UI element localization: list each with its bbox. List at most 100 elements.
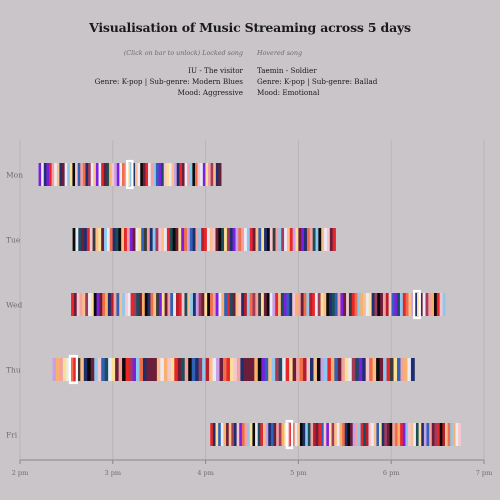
- song-bar[interactable]: [284, 228, 288, 251]
- song-bar[interactable]: [177, 358, 182, 381]
- song-bar[interactable]: [385, 293, 390, 316]
- song-bar[interactable]: [320, 358, 325, 381]
- song-bar[interactable]: [280, 293, 285, 316]
- song-bar[interactable]: [452, 423, 456, 446]
- song-bar[interactable]: [118, 228, 122, 251]
- song-bar[interactable]: [439, 423, 443, 446]
- song-bar[interactable]: [250, 358, 255, 381]
- song-bar[interactable]: [139, 358, 144, 381]
- song-bar[interactable]: [269, 228, 274, 251]
- song-bar[interactable]: [209, 293, 214, 316]
- song-bar[interactable]: [252, 293, 256, 316]
- song-bar[interactable]: [102, 293, 106, 316]
- song-bar[interactable]: [402, 423, 406, 446]
- song-bar[interactable]: [125, 358, 130, 381]
- song-bar[interactable]: [377, 293, 381, 316]
- song-bar[interactable]: [150, 163, 154, 186]
- song-bar[interactable]: [149, 358, 154, 381]
- song-bar[interactable]: [85, 163, 89, 186]
- song-bar[interactable]: [132, 358, 137, 381]
- song-bar[interactable]: [187, 293, 191, 316]
- song-bar[interactable]: [380, 293, 384, 316]
- song-bar[interactable]: [116, 163, 120, 186]
- song-bar[interactable]: [215, 163, 219, 186]
- song-bar[interactable]: [149, 228, 154, 251]
- song-bar[interactable]: [226, 423, 230, 446]
- song-bar[interactable]: [221, 228, 225, 251]
- song-bar[interactable]: [265, 423, 269, 446]
- song-bar[interactable]: [310, 423, 314, 446]
- song-bar[interactable]: [88, 163, 92, 186]
- song-bar[interactable]: [442, 293, 446, 316]
- song-bar[interactable]: [218, 293, 222, 316]
- song-bar[interactable]: [236, 358, 241, 381]
- song-bar[interactable]: [205, 358, 210, 381]
- song-bar[interactable]: [275, 293, 279, 316]
- song-bar[interactable]: [212, 228, 216, 251]
- song-bar[interactable]: [266, 228, 271, 251]
- song-bar[interactable]: [213, 163, 217, 186]
- song-bar[interactable]: [447, 423, 451, 446]
- song-bar[interactable]: [278, 293, 282, 316]
- song-bar[interactable]: [323, 293, 327, 316]
- song-bar[interactable]: [167, 358, 172, 381]
- song-bar[interactable]: [410, 423, 414, 446]
- song-bar[interactable]: [111, 163, 115, 186]
- song-bar[interactable]: [336, 423, 340, 446]
- song-bar[interactable]: [189, 163, 193, 186]
- song-bar[interactable]: [142, 358, 147, 381]
- song-bar[interactable]: [268, 423, 272, 446]
- song-bar[interactable]: [289, 423, 293, 446]
- song-bar[interactable]: [390, 358, 394, 381]
- song-bar[interactable]: [326, 423, 330, 446]
- song-bar[interactable]: [300, 293, 304, 316]
- song-bar[interactable]: [397, 423, 401, 446]
- song-bar[interactable]: [192, 228, 196, 251]
- song-bar[interactable]: [402, 293, 407, 316]
- song-bar[interactable]: [252, 228, 256, 251]
- song-bar[interactable]: [135, 228, 139, 251]
- song-bar[interactable]: [158, 293, 163, 316]
- song-bar[interactable]: [201, 228, 205, 251]
- song-bar[interactable]: [236, 423, 240, 446]
- song-bar[interactable]: [306, 228, 311, 251]
- song-bar[interactable]: [241, 228, 245, 251]
- song-bar[interactable]: [351, 293, 355, 316]
- song-bar[interactable]: [272, 228, 276, 251]
- song-bar[interactable]: [156, 293, 160, 316]
- song-bar[interactable]: [202, 163, 206, 186]
- song-bar[interactable]: [215, 293, 219, 316]
- song-bar[interactable]: [161, 163, 165, 186]
- song-bar[interactable]: [309, 293, 313, 316]
- song-bar[interactable]: [238, 228, 242, 251]
- song-bar[interactable]: [87, 358, 92, 381]
- song-bar[interactable]: [111, 358, 116, 381]
- song-bar[interactable]: [348, 293, 353, 316]
- song-bar[interactable]: [174, 358, 179, 381]
- song-bar[interactable]: [101, 163, 105, 186]
- song-bar[interactable]: [86, 228, 91, 251]
- song-bar[interactable]: [275, 358, 280, 381]
- song-bar[interactable]: [292, 358, 297, 381]
- song-bar[interactable]: [208, 163, 212, 186]
- song-bar[interactable]: [415, 423, 419, 446]
- song-bar[interactable]: [106, 228, 111, 251]
- song-bar[interactable]: [43, 163, 47, 186]
- song-bar[interactable]: [329, 228, 334, 251]
- song-bar[interactable]: [257, 423, 261, 446]
- song-bar[interactable]: [198, 293, 202, 316]
- song-bar[interactable]: [235, 228, 239, 251]
- song-bar[interactable]: [141, 293, 146, 316]
- song-bar[interactable]: [83, 358, 88, 381]
- song-bar[interactable]: [81, 228, 85, 251]
- song-bar[interactable]: [59, 358, 64, 381]
- song-bar[interactable]: [146, 228, 151, 251]
- song-bar[interactable]: [400, 358, 405, 381]
- song-bar[interactable]: [181, 293, 185, 316]
- song-bar[interactable]: [175, 293, 180, 316]
- song-bar[interactable]: [72, 163, 76, 186]
- song-bar[interactable]: [423, 423, 427, 446]
- song-bar[interactable]: [99, 293, 103, 316]
- song-bar[interactable]: [173, 293, 177, 316]
- song-bar[interactable]: [368, 293, 373, 316]
